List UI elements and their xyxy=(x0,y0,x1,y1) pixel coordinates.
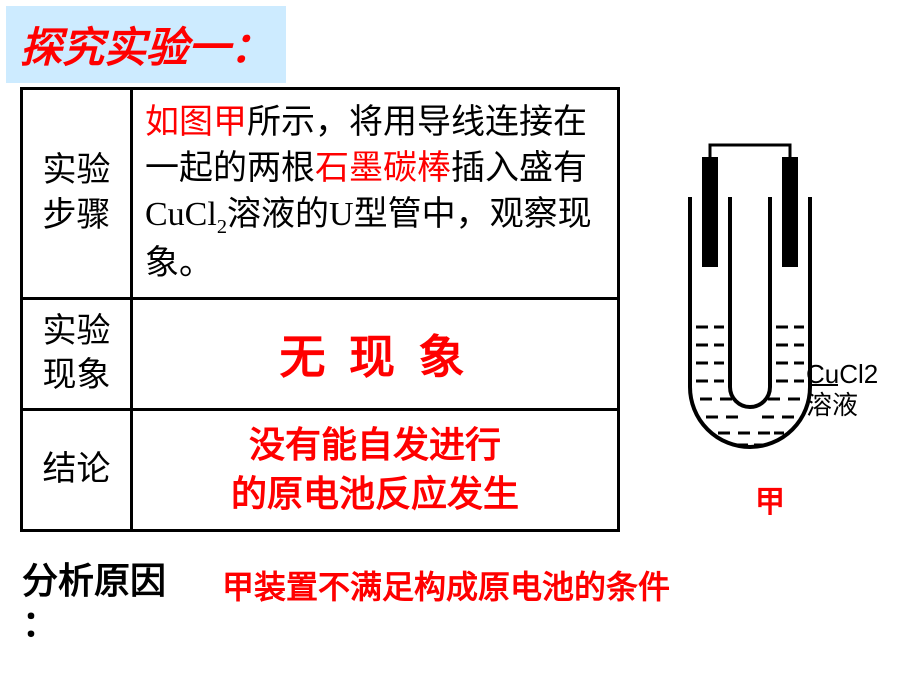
phenomenon-text: 无 现 象 xyxy=(280,332,471,383)
cucl2-l1: CuCl2 xyxy=(806,359,878,389)
row3-label: 结论 xyxy=(22,410,132,530)
label-text: 结论 xyxy=(43,451,111,488)
diagram-column: CuCl2 溶液 甲 xyxy=(620,87,880,521)
analysis-row: 分析原因 ： 甲装置不满足构成原电池的条件 xyxy=(22,560,920,646)
analysis-label-l1: 分析原因 xyxy=(22,561,166,601)
phenomenon-cell: 无 现 象 xyxy=(132,299,619,410)
steps-red1: 如图甲 xyxy=(145,104,247,141)
cucl2-label: CuCl2 溶液 xyxy=(806,359,878,421)
steps-red2: 石墨碳棒 xyxy=(315,150,451,187)
analysis-label-l2: ： xyxy=(22,604,58,644)
conclusion-cell: 没有能自发进行 的原电池反应发生 xyxy=(132,410,619,530)
page-title: 探究实验一： xyxy=(20,26,272,72)
title-band: 探究实验一： xyxy=(6,6,286,83)
analysis-text: 甲装置不满足构成原电池的条件 xyxy=(222,562,670,608)
row2-label: 实验现象 xyxy=(22,299,132,410)
label-text: 实验步骤 xyxy=(43,152,111,233)
label-text: 实验现象 xyxy=(43,313,111,394)
main-row: 实验步骤 如图甲所示，将用导线连接在一起的两根石墨碳棒插入盛有CuCl2溶液的U… xyxy=(0,87,920,532)
cucl2-l2: 溶液 xyxy=(806,390,858,420)
steps-cell: 如图甲所示，将用导线连接在一起的两根石墨碳棒插入盛有CuCl2溶液的U型管中，观… xyxy=(132,89,619,299)
steps-sub: 2 xyxy=(217,216,227,238)
analysis-label: 分析原因 ： xyxy=(22,560,192,646)
experiment-table: 实验步骤 如图甲所示，将用导线连接在一起的两根石墨碳棒插入盛有CuCl2溶液的U… xyxy=(20,87,620,532)
row1-label: 实验步骤 xyxy=(22,89,132,299)
jia-label: 甲 xyxy=(755,477,785,521)
table-row: 结论 没有能自发进行 的原电池反应发生 xyxy=(22,410,619,530)
table-row: 实验步骤 如图甲所示，将用导线连接在一起的两根石墨碳棒插入盛有CuCl2溶液的U… xyxy=(22,89,619,299)
conclusion-l1: 没有能自发进行 xyxy=(249,425,501,465)
table-row: 实验现象 无 现 象 xyxy=(22,299,619,410)
conclusion-l2: 的原电池反应发生 xyxy=(231,474,519,514)
